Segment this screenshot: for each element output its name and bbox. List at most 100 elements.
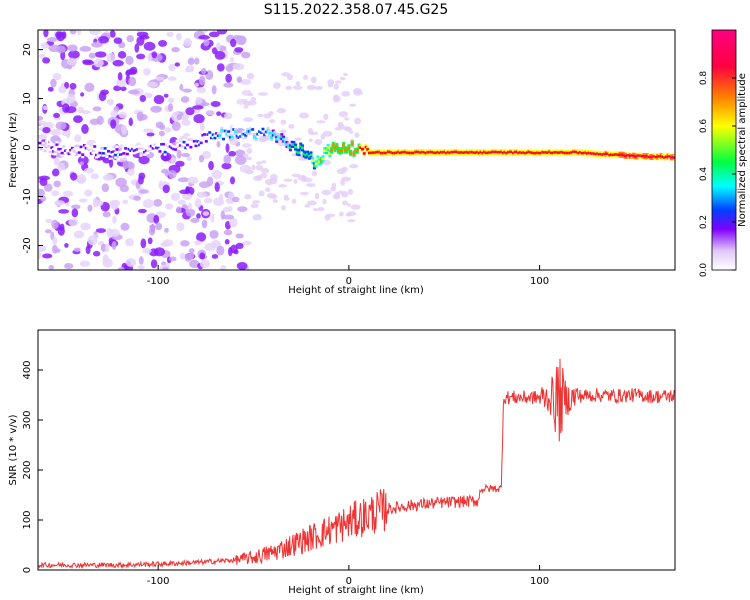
ridge-band-core [283,140,287,144]
ridge-band-core [246,130,250,133]
ridge-band-core [354,149,358,153]
ridge-band-core [625,154,629,158]
noise-blob [216,111,222,116]
ridge-band-core [220,129,224,132]
ridge-band-core [134,148,138,152]
y-tick-label: 200 [22,460,33,479]
ridge-band-core [560,150,564,154]
ridge-band-core [536,151,540,155]
ridge-band-core [139,151,143,155]
noise-blob [272,199,278,204]
noise-blob [242,153,249,158]
noise-blob [291,153,297,157]
ridge-band-core [62,145,66,148]
ridge-band-core [582,151,586,155]
ridge-band-core [556,151,560,154]
ridge-band-core [100,147,104,150]
noise-blob [53,112,61,119]
noise-blob [122,199,129,205]
spectrogram-y-axis-label: Frequency (Hz) [8,112,19,188]
ridge-band-core [366,148,370,151]
colorbar-tick-label: 0.6 [699,119,709,134]
ridge-band-core [455,150,459,154]
ridge-band-core [606,152,610,156]
ridge-band-core [649,155,653,159]
noise-blob [112,215,117,224]
noise-blob [73,247,81,253]
noise-blob [269,177,278,185]
ridge-band-core [378,150,382,154]
noise-blob [164,227,169,233]
noise-blob [102,211,111,218]
ridge-band-core [417,150,421,154]
noise-blob [109,30,116,38]
ridge-band-core [275,138,279,141]
noise-blob [142,199,155,208]
noise-blob [202,150,211,160]
ridge-band-core [570,151,574,154]
noise-blob [279,129,287,134]
noise-blob [245,156,253,161]
noise-blob [174,62,181,67]
ridge-band-core [446,150,450,154]
ridge-band-core [177,145,181,148]
ridge-band-core [175,141,179,145]
ridge-band-core [379,151,383,155]
y-tick-label: 0 [22,144,33,150]
ridge-band-core [493,150,497,154]
scatter-cloud [38,30,363,270]
noise-blob [127,167,135,176]
noise-blob [195,96,203,105]
ridge-band-core [439,150,443,154]
ridge-band-core [457,151,461,154]
colorbar-gradient [711,29,737,271]
ridge-band-core [76,144,80,148]
noise-blob [228,150,236,157]
ridge-band-core [299,144,303,148]
ridge-band-core [306,152,310,156]
ridge-band-core [438,151,442,155]
ridge-band-core [167,146,171,149]
noise-blob [214,182,220,193]
snr-series-line [38,358,675,570]
noise-blob [154,222,163,231]
y-tick-label: 400 [22,360,33,379]
noise-blob [345,212,352,217]
noise-blob [95,228,107,233]
noise-blob [91,41,103,48]
ridge-band-core [184,146,188,150]
ridge-band-core [149,144,153,148]
ridge-band-core [233,130,237,134]
noise-blob [143,41,156,51]
noise-blob [180,96,190,103]
noise-blob [229,176,236,185]
ridge-band-core [639,154,643,157]
ridge-band-core [359,146,363,149]
noise-blob [55,121,67,130]
noise-blob [71,208,79,218]
noise-blob [158,130,165,137]
ridge-band-core [544,151,548,154]
ridge-band-core [369,151,373,155]
noise-blob [111,240,117,250]
noise-blob [176,222,185,231]
ridge-band-core [182,140,186,144]
noise-blob [57,162,66,172]
noise-blob [81,124,89,135]
ridge-band-core [79,145,83,149]
noise-blob [79,161,85,166]
ridge-band-core [273,133,277,136]
ridge-band-core [268,132,272,135]
noise-blob [335,80,342,84]
ridge-band-core [494,150,498,154]
ridge-band-core [199,141,203,145]
noise-blob [225,73,232,83]
noise-blob [125,258,137,267]
ridge-band-core [53,150,57,154]
noise-blob [299,191,309,196]
noise-blob [339,211,344,217]
noise-blob [140,238,147,249]
ridge-band-core [336,149,340,152]
noise-blob [307,200,317,206]
